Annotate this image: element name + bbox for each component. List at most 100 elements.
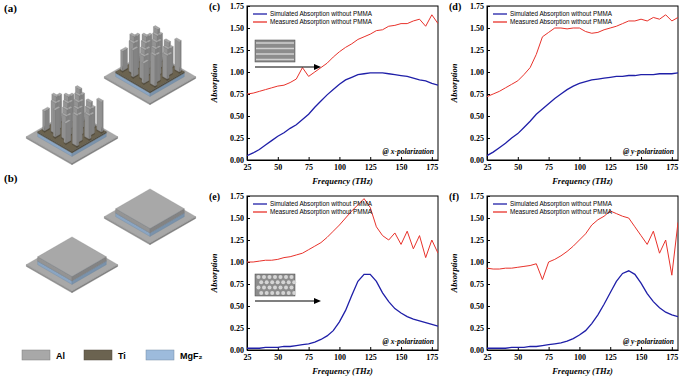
panel-a bbox=[26, 26, 195, 165]
fin bbox=[72, 112, 78, 116]
legend-label: Measured Absorption without PMMA bbox=[270, 18, 373, 26]
inset-image bbox=[255, 40, 295, 62]
x-axis-title: Frequency (THz) bbox=[311, 366, 373, 376]
x-axis-title: Frequency (THz) bbox=[551, 366, 613, 376]
fin bbox=[43, 110, 45, 131]
plot: 2550751001251501750.000.250.500.751.001.… bbox=[470, 192, 679, 362]
y-tick-label: 0.75 bbox=[470, 90, 484, 99]
legend-swatch bbox=[146, 350, 174, 360]
inset-dot bbox=[268, 275, 272, 279]
x-tick: 100 bbox=[574, 347, 586, 362]
y-axis-title: Absorption bbox=[209, 253, 219, 293]
x-tick-label: 25 bbox=[484, 353, 492, 362]
fin bbox=[152, 39, 158, 43]
fin bbox=[86, 99, 92, 103]
materials-legend: AlTiMgF₂ bbox=[22, 350, 203, 361]
x-tick: 50 bbox=[274, 157, 282, 172]
inset-dot bbox=[292, 280, 296, 284]
fin bbox=[72, 113, 77, 146]
plot-frame bbox=[247, 6, 438, 160]
inset-dot bbox=[284, 275, 288, 279]
x-tick: 150 bbox=[396, 347, 408, 362]
legend-line bbox=[493, 211, 507, 212]
legend-swatch bbox=[84, 350, 112, 360]
y-tick-label: 1.50 bbox=[470, 24, 484, 33]
data bbox=[247, 15, 438, 156]
legend-swatch bbox=[22, 350, 50, 360]
legend-label: Simulated Absorption without PMMA bbox=[510, 200, 613, 208]
fin bbox=[175, 39, 180, 72]
x-tick: 175 bbox=[666, 347, 678, 362]
chart-title: (c) bbox=[209, 1, 220, 13]
plot: 2550751001251501750.000.250.500.751.001.… bbox=[230, 2, 439, 172]
x-tick-label: 25 bbox=[244, 163, 252, 172]
fin bbox=[85, 112, 91, 116]
x-axis: 255075100125150175 bbox=[484, 347, 679, 362]
x-tick: 150 bbox=[636, 157, 648, 172]
y-tick-label: 0.00 bbox=[230, 156, 244, 165]
series-line bbox=[247, 274, 438, 348]
inset-dot bbox=[270, 291, 274, 295]
inset-dot bbox=[281, 291, 285, 295]
inset-arrow bbox=[255, 300, 315, 301]
series-line bbox=[247, 199, 438, 262]
fin bbox=[51, 100, 57, 104]
annotation: @ x-polarization bbox=[383, 147, 434, 156]
fin bbox=[130, 33, 136, 37]
y-tick-label: 0.50 bbox=[230, 302, 244, 311]
fin bbox=[74, 99, 80, 103]
y-tick-label: 1.25 bbox=[230, 46, 244, 55]
y-tick-label: 0.50 bbox=[470, 112, 484, 121]
fin bbox=[55, 107, 60, 137]
series-line bbox=[247, 73, 438, 156]
legend-label: Ti bbox=[118, 351, 126, 361]
x-tick: 125 bbox=[365, 347, 377, 362]
fin bbox=[85, 113, 90, 139]
x-axis-title: Frequency (THz) bbox=[311, 176, 373, 186]
x-tick: 125 bbox=[605, 347, 617, 362]
inset-stripe bbox=[256, 59, 294, 61]
fin bbox=[75, 86, 81, 90]
series-line bbox=[247, 15, 438, 94]
inset-arrow-head bbox=[314, 298, 321, 304]
y-tick-label: 1.75 bbox=[230, 192, 244, 201]
inset-dot bbox=[287, 280, 291, 284]
inset bbox=[255, 274, 321, 304]
series-line bbox=[487, 73, 678, 156]
fin bbox=[43, 107, 50, 111]
legend-label: Simulated Absorption without PMMA bbox=[510, 10, 613, 18]
fin bbox=[131, 49, 133, 77]
x-tick-label: 150 bbox=[636, 163, 648, 172]
legend: Simulated Absorption without PMMAMeasure… bbox=[253, 10, 373, 26]
y-tick-label: 0.75 bbox=[230, 280, 244, 289]
y-tick-label: 1.00 bbox=[470, 68, 484, 77]
y-tick-label: 1.50 bbox=[470, 214, 484, 223]
x-tick-label: 100 bbox=[574, 353, 586, 362]
fin bbox=[77, 115, 79, 146]
legend: Simulated Absorption without PMMAMeasure… bbox=[493, 200, 613, 216]
fin bbox=[64, 93, 70, 97]
fin bbox=[163, 52, 169, 56]
inset-dot bbox=[273, 286, 277, 290]
annotation: @ x-polarization bbox=[383, 337, 434, 346]
fin bbox=[144, 61, 149, 84]
legend-line bbox=[253, 13, 267, 14]
inset-arrow-head bbox=[314, 64, 321, 70]
x-tick-label: 75 bbox=[305, 163, 313, 172]
plot: 2550751001251501750.000.250.500.751.001.… bbox=[230, 192, 439, 362]
x-tick: 125 bbox=[365, 157, 377, 172]
x-tick-label: 175 bbox=[426, 353, 438, 362]
data bbox=[487, 15, 678, 156]
legend-line bbox=[253, 203, 267, 204]
fin bbox=[163, 45, 169, 49]
x-tick-label: 75 bbox=[305, 353, 313, 362]
y-axis-title: Absorption bbox=[449, 63, 459, 103]
legend-label: Measured Absorption without PMMA bbox=[270, 208, 373, 216]
fin bbox=[53, 109, 55, 137]
x-tick-label: 50 bbox=[274, 163, 282, 172]
inset-dot bbox=[287, 291, 291, 295]
fin bbox=[85, 105, 91, 109]
inset-dot bbox=[262, 286, 266, 290]
y-tick-label: 0.75 bbox=[470, 280, 484, 289]
chart: 2550751001251501750.000.250.500.751.001.… bbox=[449, 1, 679, 186]
